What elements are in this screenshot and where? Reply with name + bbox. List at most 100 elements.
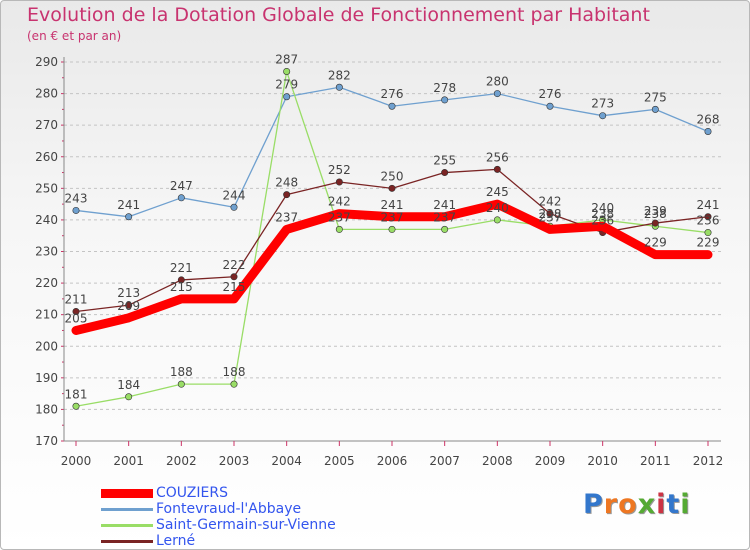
value-label-lerne-2005: 252: [328, 163, 351, 177]
point-saint-germain-sur-vienne-2003: [230, 380, 238, 388]
y-tick-label-240: 240: [35, 213, 58, 227]
value-label-saint-germain-sur-vienne-2011: 238: [644, 207, 667, 221]
value-label-saint-germain-sur-vienne-2009: 238: [539, 207, 562, 221]
logo-letter: t: [666, 489, 681, 520]
point-lerne-2002: [177, 276, 185, 284]
value-label-fontevraud-l-abbaye-2000: 243: [65, 191, 88, 205]
value-label-fontevraud-l-abbaye-2006: 276: [381, 87, 404, 101]
legend-label-fontevraud: Fontevraud-l'Abbaye: [156, 501, 302, 517]
value-label-lerne-2012: 241: [697, 198, 720, 212]
value-label-fontevraud-l-abbaye-2010: 273: [591, 97, 614, 111]
legend-item-couziers: COUZIERS: [101, 485, 401, 501]
value-label-couziers-2005: 242: [328, 195, 351, 209]
value-label-couziers-2003: 215: [223, 280, 246, 294]
y-tick-label-170: 170: [35, 434, 58, 448]
point-saint-germain-sur-vienne-2001: [125, 393, 133, 401]
point-saint-germain-sur-vienne-2000: [72, 402, 80, 410]
value-label-fontevraud-l-abbaye-2003: 244: [223, 188, 246, 202]
point-saint-germain-sur-vienne-2002: [177, 380, 185, 388]
point-lerne-2003: [230, 273, 238, 281]
legend-item-lerne: Lerné: [101, 533, 401, 549]
x-tick-label-2004: 2004: [271, 454, 302, 468]
point-saint-germain-sur-vienne-2007: [441, 225, 449, 233]
value-label-fontevraud-l-abbaye-2011: 275: [644, 90, 667, 104]
point-lerne-2008: [493, 165, 501, 173]
point-fontevraud-l-abbaye-2002: [177, 194, 185, 202]
value-label-saint-germain-sur-vienne-2004: 287: [275, 52, 298, 66]
value-label-couziers-2009: 237: [539, 210, 562, 224]
y-tick-label-210: 210: [35, 308, 58, 322]
y-tick-label-200: 200: [35, 339, 58, 353]
legend-label-saint-germain: Saint-Germain-sur-Vienne: [156, 517, 336, 533]
point-saint-germain-sur-vienne-2005: [335, 225, 343, 233]
x-tick-label-2003: 2003: [219, 454, 250, 468]
point-saint-germain-sur-vienne-2004: [283, 67, 291, 75]
value-label-fontevraud-l-abbaye-2002: 247: [170, 179, 193, 193]
y-tick-label-250: 250: [35, 181, 58, 195]
y-tick-label-270: 270: [35, 118, 58, 132]
x-tick-label-2008: 2008: [482, 454, 513, 468]
y-tick-label-290: 290: [35, 55, 58, 69]
x-tick-label-2010: 2010: [587, 454, 618, 468]
point-lerne-2012: [704, 213, 712, 221]
point-fontevraud-l-abbaye-2005: [335, 83, 343, 91]
point-lerne-2011: [651, 219, 659, 227]
value-label-lerne-2003: 222: [223, 258, 246, 272]
value-label-fontevraud-l-abbaye-2004: 279: [275, 78, 298, 92]
value-label-couziers-2011: 229: [644, 236, 667, 250]
logo-letter: o: [618, 489, 638, 520]
value-label-saint-germain-sur-vienne-2012: 236: [697, 214, 720, 228]
value-label-lerne-2010: 236: [591, 214, 614, 228]
point-fontevraud-l-abbaye-2003: [230, 203, 238, 211]
value-label-lerne-2006: 250: [381, 169, 404, 183]
value-label-lerne-2008: 256: [486, 150, 509, 164]
point-fontevraud-l-abbaye-2009: [546, 102, 554, 110]
x-tick-label-2005: 2005: [324, 454, 355, 468]
point-fontevraud-l-abbaye-2010: [599, 112, 607, 120]
legend-swatch-saint-germain: [101, 524, 153, 527]
value-label-lerne-2009: 242: [539, 195, 562, 209]
legend-swatch-lerne: [101, 540, 153, 543]
point-fontevraud-l-abbaye-2004: [283, 93, 291, 101]
point-lerne-2009: [546, 210, 554, 218]
value-label-couziers-2012: 229: [697, 236, 720, 250]
y-tick-label-230: 230: [35, 245, 58, 259]
value-label-lerne-2000: 211: [65, 293, 88, 307]
value-label-saint-germain-sur-vienne-2008: 240: [486, 201, 509, 215]
x-tick-label-2012: 2012: [693, 454, 724, 468]
value-label-lerne-2004: 248: [275, 176, 298, 190]
x-tick-label-2011: 2011: [640, 454, 671, 468]
chart-subtitle: (en € et par an): [27, 29, 122, 43]
point-fontevraud-l-abbaye-2008: [493, 90, 501, 98]
y-tick-label-280: 280: [35, 87, 58, 101]
y-tick-label-190: 190: [35, 371, 58, 385]
point-fontevraud-l-abbaye-2006: [388, 102, 396, 110]
legend-item-fontevraud: Fontevraud-l'Abbaye: [101, 501, 401, 517]
series-line-couziers: [71, 199, 713, 335]
value-label-lerne-2007: 255: [433, 154, 456, 168]
chart-title: Evolution de la Dotation Globale de Fonc…: [27, 4, 650, 26]
proxiti-logo: Proxiti: [583, 489, 691, 520]
value-label-saint-germain-sur-vienne-2010: 240: [591, 201, 614, 215]
value-label-fontevraud-l-abbaye-2005: 282: [328, 68, 351, 82]
point-saint-germain-sur-vienne-2006: [388, 225, 396, 233]
value-label-couziers-2002: 215: [170, 280, 193, 294]
x-tick-label-2007: 2007: [429, 454, 460, 468]
legend: COUZIERS Fontevraud-l'Abbaye Saint-Germa…: [101, 485, 401, 549]
series-line-saint-germain-sur-vienne: [75, 70, 709, 407]
point-lerne-2001: [125, 301, 133, 309]
line-chart: 170 180 190 200 210 220 230 240 250 260 270 280 290 2…: [35, 52, 724, 468]
value-label-fontevraud-l-abbaye-2012: 268: [697, 112, 720, 126]
value-label-fontevraud-l-abbaye-2001: 241: [117, 198, 140, 212]
value-label-couziers-2006: 241: [381, 198, 404, 212]
point-fontevraud-l-abbaye-2001: [125, 213, 133, 221]
value-label-lerne-2001: 213: [117, 286, 140, 300]
x-tick-label-2000: 2000: [61, 454, 92, 468]
point-saint-germain-sur-vienne-2008: [493, 216, 501, 224]
value-label-couziers-2008: 245: [486, 185, 509, 199]
value-label-lerne-2011: 239: [644, 204, 667, 218]
y-tick-label-260: 260: [35, 150, 58, 164]
value-label-saint-germain-sur-vienne-2005: 237: [328, 210, 351, 224]
value-label-lerne-2002: 221: [170, 261, 193, 275]
